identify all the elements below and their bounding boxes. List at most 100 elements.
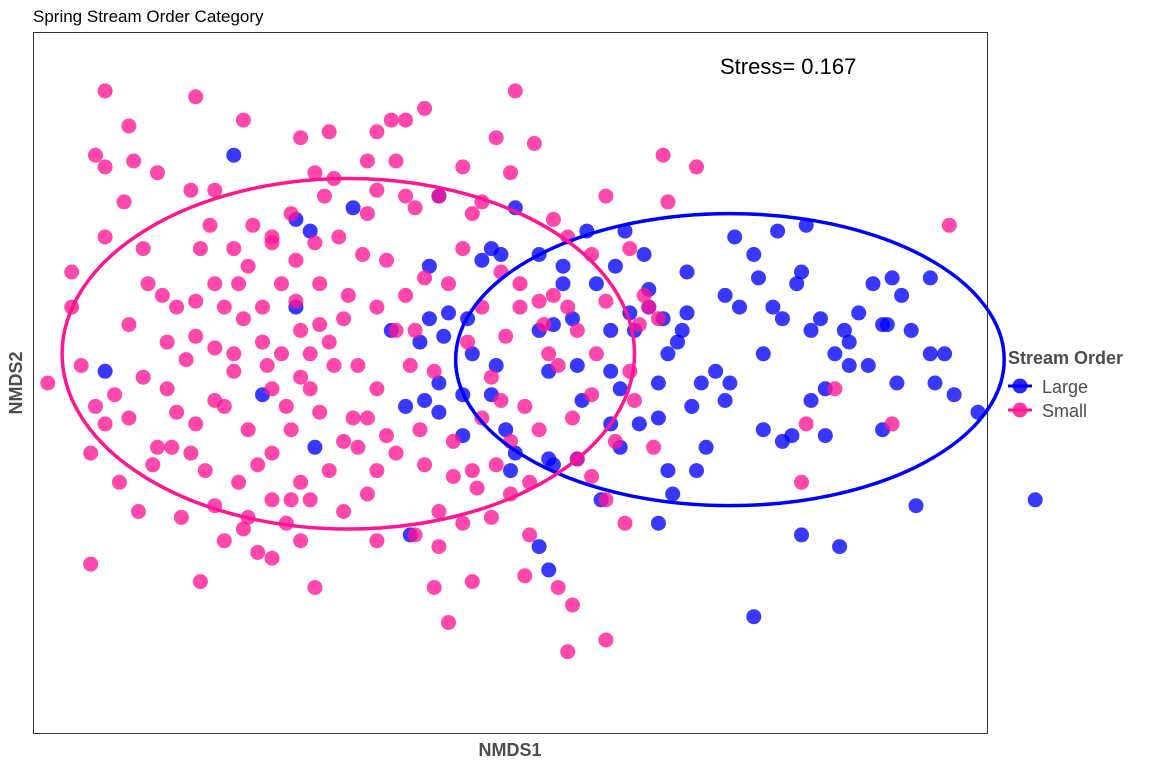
data-point-small (150, 439, 165, 455)
data-point-small (159, 381, 175, 397)
data-point-large (841, 334, 857, 350)
data-point-small (293, 130, 309, 146)
data-point-small (350, 358, 366, 373)
data-point-small (455, 159, 471, 175)
data-point-small (536, 317, 552, 333)
data-point-small (531, 422, 547, 438)
data-point-small (88, 147, 103, 163)
data-point-small (321, 124, 337, 140)
data-point-small (336, 433, 352, 449)
data-point-large (946, 387, 962, 403)
data-point-small (150, 165, 165, 181)
x-axis-title: NMDS1 (478, 740, 541, 760)
data-point-large (588, 276, 604, 292)
data-point-small (288, 293, 304, 309)
data-point-small (97, 416, 113, 432)
data-point-small (588, 346, 604, 362)
data-point-large (841, 358, 857, 373)
data-point-large (717, 393, 733, 408)
data-point-large (774, 311, 790, 327)
data-point-small (359, 410, 375, 426)
data-point-small (302, 381, 318, 397)
data-point-small (197, 463, 213, 479)
data-point-small (107, 387, 123, 403)
data-point-large (612, 381, 628, 397)
data-point-small (264, 492, 280, 508)
data-point-small (259, 358, 275, 373)
data-point-small (283, 422, 299, 438)
data-point-small (431, 539, 447, 555)
data-point-small (188, 416, 204, 432)
data-point-small (216, 299, 232, 315)
data-point-small (359, 486, 375, 502)
data-point-small (598, 492, 614, 508)
data-point-large (836, 322, 852, 338)
data-point-small (565, 410, 580, 426)
data-point-large (436, 328, 452, 344)
data-point-small (455, 515, 471, 531)
data-point-small (617, 515, 633, 531)
data-point-large (498, 422, 514, 438)
data-point-small (431, 504, 447, 519)
data-point-large (1027, 492, 1043, 508)
data-point-small (178, 352, 194, 368)
data-point-large (541, 562, 557, 578)
data-point-large (813, 311, 828, 327)
data-point-small (274, 346, 289, 362)
data-point-large (708, 363, 724, 379)
data-point-small (97, 159, 113, 175)
data-point-small (140, 276, 156, 292)
data-point-small (231, 276, 247, 292)
data-point-large (607, 258, 623, 274)
data-point-large (927, 375, 943, 391)
data-point-large (488, 358, 504, 373)
data-point-large (441, 305, 456, 321)
data-point-small (183, 182, 199, 198)
data-point-small (135, 241, 151, 257)
data-point-small (240, 258, 256, 274)
data-point-large (674, 322, 690, 338)
data-point-small (464, 206, 480, 222)
data-point-small (240, 422, 256, 438)
data-point-small (398, 112, 414, 128)
data-point-small (64, 264, 80, 280)
data-point-small (545, 211, 561, 227)
data-point-large (722, 375, 738, 391)
data-point-large (774, 433, 790, 449)
data-point-small (474, 410, 490, 426)
data-point-small (545, 287, 561, 303)
data-point-small (207, 340, 223, 356)
data-point-large (803, 393, 819, 408)
data-point-small (111, 474, 127, 490)
data-point-small (641, 299, 657, 315)
data-point-small (264, 550, 280, 566)
data-point-small (417, 270, 433, 286)
data-point-small (293, 533, 309, 549)
data-point-small (235, 311, 251, 327)
data-point-large (875, 317, 891, 333)
data-point-small (607, 433, 623, 449)
data-point-small (207, 182, 223, 198)
legend: Stream Order Large Small (1008, 348, 1123, 421)
data-point-small (469, 480, 485, 496)
data-point-small (417, 457, 433, 473)
data-point-small (488, 457, 504, 473)
data-point-small (584, 469, 600, 484)
data-point-large (903, 322, 919, 338)
data-point-small (550, 580, 566, 595)
data-point-small (312, 317, 328, 333)
data-point-large (603, 322, 619, 338)
data-point-large (765, 299, 781, 315)
data-point-small (321, 334, 337, 350)
data-point-small (312, 404, 328, 420)
data-point-small (445, 433, 461, 449)
data-point-small (121, 410, 137, 426)
ellipse-layer (60, 176, 1006, 531)
data-point-small (231, 474, 247, 490)
data-point-small (235, 521, 251, 537)
data-point-small (584, 387, 600, 403)
data-point-small (560, 644, 576, 660)
data-point-small (369, 182, 385, 198)
data-point-large (884, 270, 900, 286)
data-point-small (417, 100, 433, 116)
